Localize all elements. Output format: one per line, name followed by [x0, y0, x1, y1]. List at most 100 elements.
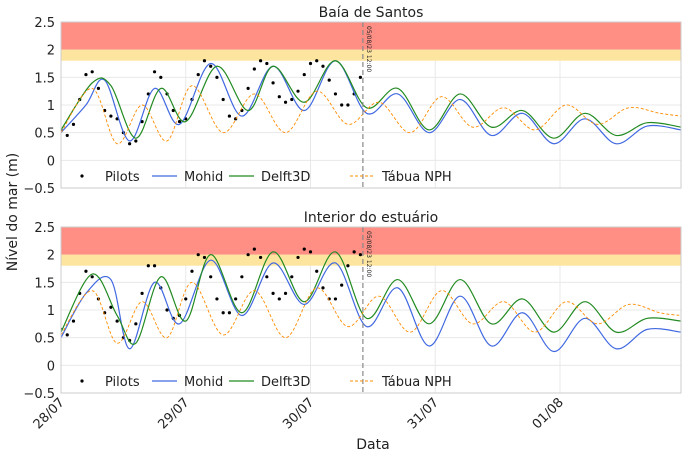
pilots-point — [283, 100, 288, 104]
pilots-point — [321, 286, 325, 290]
y-tick-label: 0.5 — [34, 332, 55, 347]
y-tick-label: 1 — [47, 304, 55, 319]
pilots-point — [240, 275, 244, 279]
pilots-point — [302, 72, 306, 77]
pilots-point — [321, 64, 325, 68]
pilots-point — [302, 247, 306, 251]
pilots-point — [165, 308, 169, 312]
pilots-point — [71, 122, 76, 126]
y-tick-label: 2 — [47, 44, 55, 59]
y-tick-label: 0 — [47, 359, 55, 374]
pilots-point — [134, 322, 138, 326]
delft3d-series-line — [61, 251, 681, 345]
pilots-point — [315, 269, 319, 273]
pilots-point — [227, 114, 232, 118]
pilots-point — [258, 59, 263, 63]
pilots-point — [140, 291, 144, 295]
pilots-point — [109, 305, 113, 309]
pilots-point — [346, 264, 350, 268]
pilots-point — [196, 72, 200, 77]
delft3d-series-line — [61, 60, 681, 139]
pilots-point — [283, 291, 288, 295]
pilots-point — [271, 291, 275, 295]
pilots-point — [258, 255, 263, 260]
y-tick-label: 0 — [47, 154, 55, 169]
pilots-point — [152, 264, 157, 268]
pilots-point — [296, 89, 300, 93]
legend-delft3d-label: Delft3D — [261, 170, 310, 185]
legend-tabua-nph-label: Tábua NPH — [381, 375, 452, 390]
pilots-point — [340, 283, 344, 287]
pilots-point — [65, 133, 69, 138]
pilots-point — [177, 120, 182, 124]
pilots-point — [333, 297, 338, 301]
pilots-point — [234, 297, 238, 301]
pilots-point — [252, 67, 256, 71]
pilots-point — [84, 269, 88, 273]
y-tick-label: 2 — [47, 249, 55, 264]
pilots-point — [271, 81, 275, 85]
pilots-point — [340, 103, 344, 107]
x-tick-label: 31/07 — [405, 395, 442, 432]
pilots-point — [221, 97, 225, 102]
pilots-point — [296, 255, 300, 260]
pilots-point — [128, 142, 132, 146]
pilots-point — [115, 319, 119, 323]
forecast-start-label: 05/08/23 12:00 — [365, 231, 372, 277]
pilots-point — [290, 275, 294, 279]
x-tick-label: 29/07 — [155, 395, 192, 432]
pilots-point — [358, 253, 362, 257]
pilots-point — [134, 139, 138, 143]
legend-mohid-label: Mohid — [184, 170, 223, 185]
y-tick-label: 1.5 — [34, 276, 55, 291]
pilots-point — [290, 97, 294, 102]
pilots-point — [146, 264, 150, 268]
x-tick-label: 01/08 — [530, 395, 567, 432]
legend-pilots-marker — [80, 379, 84, 383]
pilots-point — [277, 95, 281, 99]
red-threshold-band — [61, 227, 681, 255]
red-threshold-band — [61, 22, 681, 50]
pilots-point — [202, 59, 207, 63]
legend-pilots-label: Pilots — [105, 375, 140, 390]
pilots-point — [90, 70, 94, 74]
legend-pilots-marker — [80, 174, 84, 178]
legend-mohid-label: Mohid — [184, 375, 223, 390]
x-axis-label: Data — [356, 437, 389, 453]
pilots-point — [109, 114, 113, 118]
pilots-point — [352, 250, 356, 254]
pilots-point — [221, 311, 225, 315]
pilots-point — [265, 275, 269, 279]
pilots-point — [327, 78, 331, 82]
y-axis-label: Nível do mar (m) — [5, 153, 21, 272]
plot-frame — [60, 21, 682, 189]
pilots-point — [346, 103, 350, 107]
pilots-point — [159, 75, 163, 79]
pilots-point — [215, 75, 219, 79]
pilots-point — [308, 61, 313, 66]
pilots-point — [171, 108, 175, 113]
pilots-point — [209, 64, 213, 68]
pilots-point — [246, 86, 250, 90]
pilots-point — [252, 247, 256, 251]
pilots-point — [308, 250, 313, 254]
pilots-point — [202, 255, 207, 260]
yellow-threshold-band — [61, 49, 681, 61]
pilots-point — [65, 333, 69, 337]
pilots-point — [215, 297, 219, 301]
panel-title: Interior do estuário — [304, 210, 438, 226]
panel-interior-do-estuario: 05/08/23 12:00−0.500.511.522.528/07 29/07… — [23, 210, 682, 432]
pilots-point — [265, 61, 269, 66]
y-tick-label: 2.5 — [34, 221, 55, 236]
y-tick-label: 2.5 — [34, 16, 55, 31]
pilots-point — [96, 86, 101, 90]
legend-delft3d-label: Delft3D — [261, 375, 310, 390]
pilots-point — [152, 70, 157, 74]
legend-tabua-nph-label: Tábua NPH — [381, 170, 452, 185]
y-tick-label: 0.5 — [34, 127, 55, 142]
pilots-point — [227, 311, 232, 315]
pilots-point — [140, 120, 144, 124]
y-tick-label: −0.5 — [23, 387, 55, 402]
x-tick-label: 30/07 — [280, 395, 317, 432]
